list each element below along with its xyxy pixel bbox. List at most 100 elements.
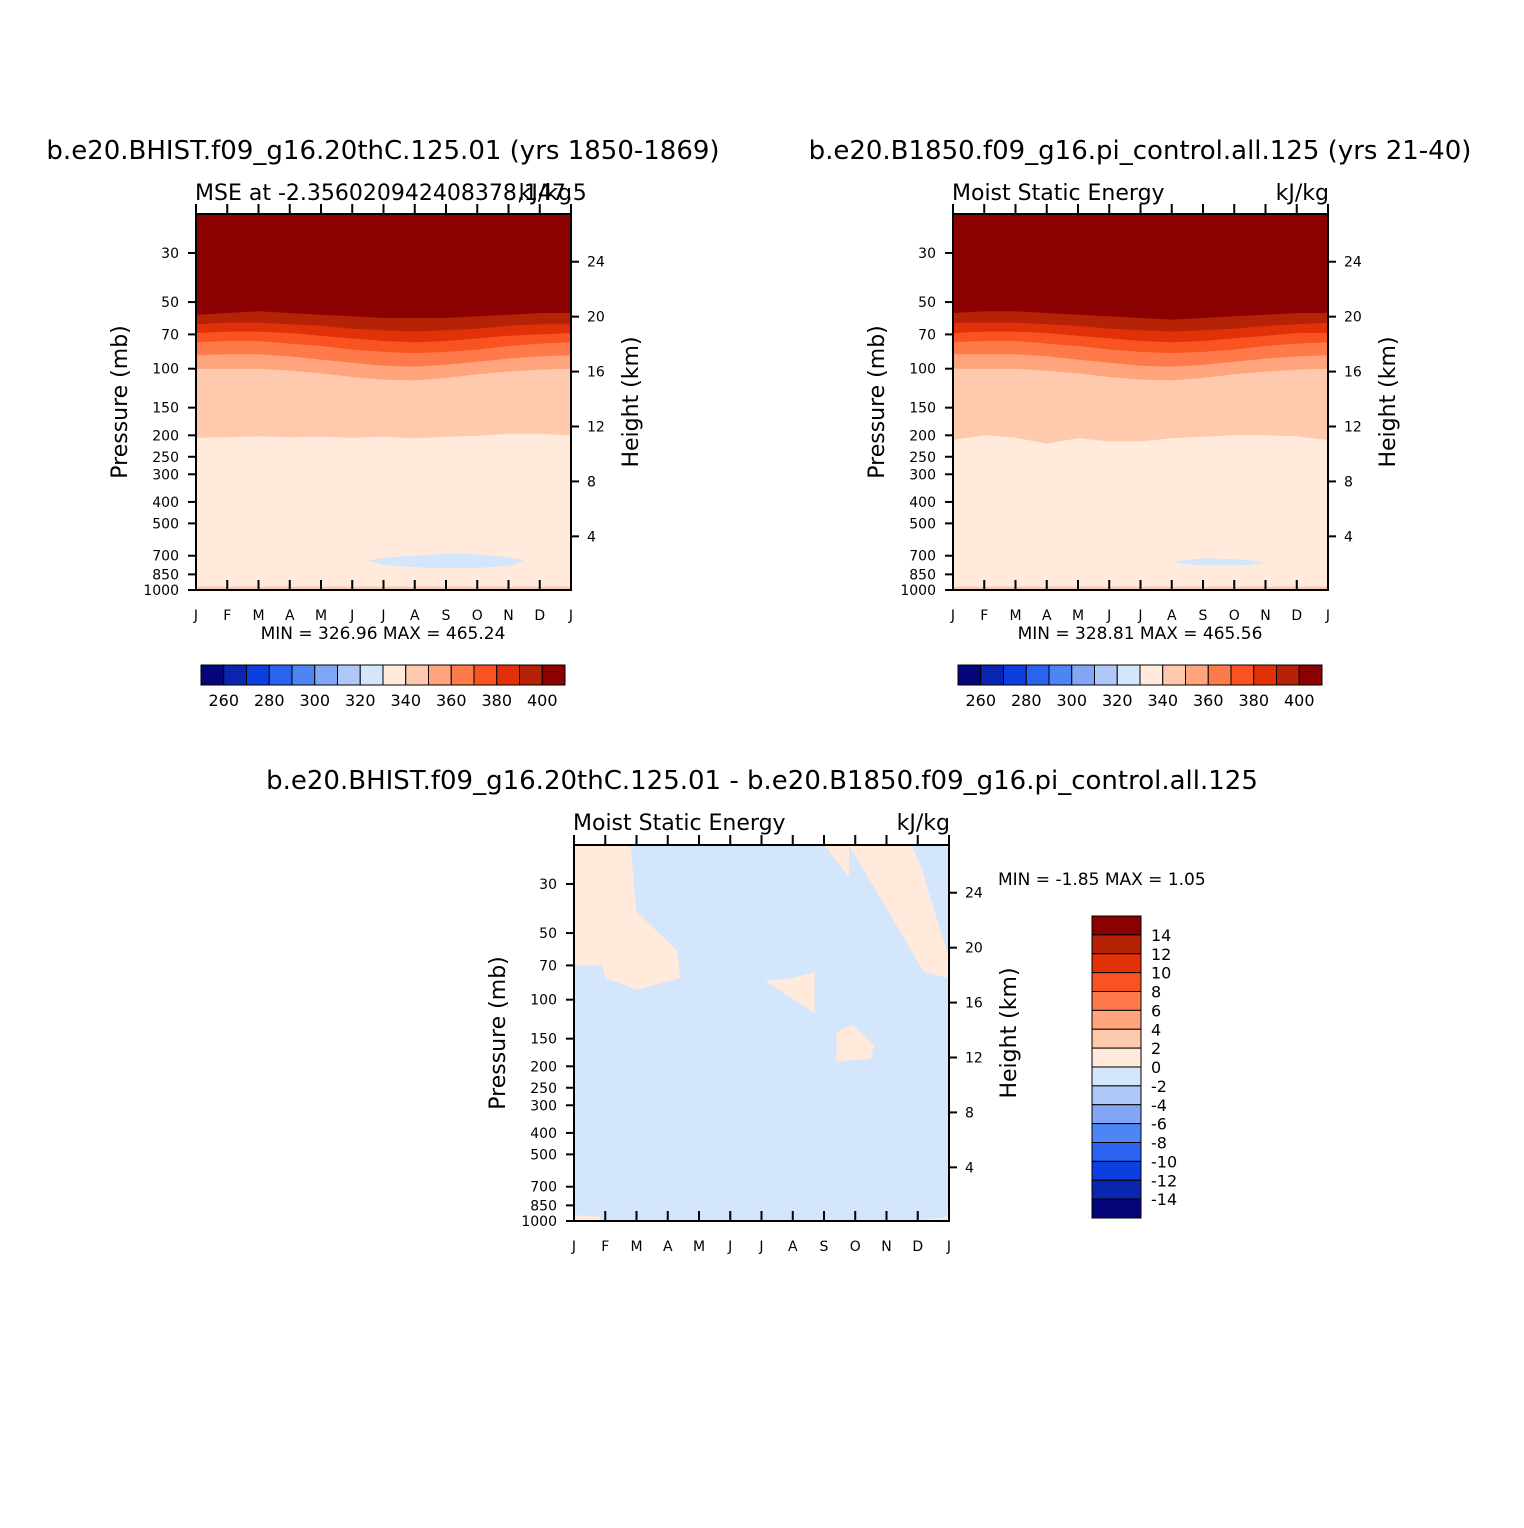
colorbar-swatch bbox=[291, 664, 316, 686]
x-tick-label: J bbox=[1137, 608, 1142, 624]
height-tick-label: 20 bbox=[965, 941, 983, 957]
y-axis-height: 4 8 12 16 20 24 bbox=[571, 255, 605, 545]
height-tick-label: 12 bbox=[1344, 419, 1362, 435]
height-tick-label: 20 bbox=[1344, 310, 1362, 326]
panel-title: b.e20.B1850.f09_g16.pi_control.all.125 (… bbox=[809, 136, 1472, 166]
x-tick-label: A bbox=[1042, 608, 1052, 624]
x-tick-label: D bbox=[1291, 608, 1302, 624]
x-tick-label: F bbox=[223, 608, 231, 624]
x-tick-label: F bbox=[980, 608, 988, 624]
y-tick-label: 400 bbox=[909, 495, 936, 511]
panel-title: b.e20.BHIST.f09_g16.20thC.125.01 (yrs 18… bbox=[46, 136, 719, 166]
colorbar-label: 280 bbox=[1011, 691, 1042, 710]
y-axis-height: 4 8 12 16 20 24 bbox=[949, 886, 983, 1176]
colorbar-label: 320 bbox=[1102, 691, 1133, 710]
colorbar-label: 2 bbox=[1151, 1039, 1161, 1058]
panel-subtitle-left: Moist Static Energy bbox=[573, 811, 786, 836]
x-tick-label: A bbox=[410, 608, 420, 624]
x-tick-label: F bbox=[601, 1239, 609, 1255]
contour-region-0-2 bbox=[574, 1215, 603, 1221]
x-tick-label: N bbox=[1260, 608, 1270, 624]
x-tick-label: M bbox=[252, 608, 264, 624]
colorbar-swatch bbox=[1207, 664, 1232, 686]
contour-band-above-400 bbox=[953, 214, 1328, 320]
x-tick-label: N bbox=[503, 608, 513, 624]
x-tick-label: O bbox=[472, 608, 483, 624]
colorbar-label: 320 bbox=[345, 691, 376, 710]
x-tick-label: N bbox=[881, 1239, 891, 1255]
colorbar-label: 6 bbox=[1151, 1001, 1161, 1020]
colorbar-swatch bbox=[200, 664, 225, 686]
colorbar-swatch bbox=[1091, 934, 1142, 955]
y-tick-label: 150 bbox=[909, 401, 936, 417]
height-tick-label: 20 bbox=[587, 310, 605, 326]
colorbar-label: -6 bbox=[1151, 1115, 1167, 1134]
colorbar-swatch bbox=[1298, 664, 1323, 686]
height-tick-label: 12 bbox=[587, 419, 605, 435]
colorbar-swatch bbox=[1091, 953, 1142, 974]
height-tick-label: 4 bbox=[965, 1160, 974, 1176]
x-tick-label: J bbox=[571, 1239, 576, 1255]
colorbar-swatch bbox=[957, 664, 982, 686]
colorbar-swatch bbox=[428, 664, 452, 686]
colorbar-swatch bbox=[1185, 664, 1209, 686]
colorbar-swatch bbox=[1071, 664, 1095, 686]
y-tick-label: 30 bbox=[918, 246, 936, 262]
panel-subtitle-left: MSE at -2.356020942408378,147.5 bbox=[195, 181, 587, 206]
colorbar-swatch bbox=[1091, 1009, 1142, 1030]
y-tick-label: 1000 bbox=[900, 583, 936, 599]
colorbar-swatch bbox=[1091, 1198, 1142, 1219]
contour-region-below-330 bbox=[367, 553, 525, 568]
panel-subtitle-right: kJ/kg bbox=[519, 181, 572, 206]
panel-difference: b.e20.BHIST.f09_g16.20thC.125.01 - b.e20… bbox=[266, 766, 1258, 1255]
height-tick-label: 8 bbox=[587, 474, 596, 490]
colorbar-swatch bbox=[1230, 664, 1255, 686]
x-tick-label: J bbox=[1106, 608, 1111, 624]
height-tick-label: 16 bbox=[1344, 365, 1362, 381]
colorbar-swatch bbox=[268, 664, 293, 686]
colorbar-swatch bbox=[1048, 664, 1073, 686]
colorbar-swatch bbox=[1091, 1066, 1142, 1087]
height-tick-label: 16 bbox=[587, 365, 605, 381]
colorbar-swatch bbox=[1253, 664, 1277, 686]
colorbar-swatch bbox=[1091, 1104, 1142, 1125]
colorbar-label: 380 bbox=[481, 691, 512, 710]
panel-title: b.e20.BHIST.f09_g16.20thC.125.01 - b.e20… bbox=[266, 766, 1258, 796]
min-max-label: MIN = -1.85 MAX = 1.05 bbox=[998, 870, 1206, 890]
colorbar-swatch bbox=[1162, 664, 1186, 686]
contour-region-0-2 bbox=[824, 845, 849, 878]
height-tick-label: 16 bbox=[965, 996, 983, 1012]
y-axis-label-height: Height (km) bbox=[619, 336, 644, 467]
height-tick-label: 12 bbox=[965, 1050, 983, 1066]
y-tick-label: 70 bbox=[918, 327, 936, 343]
panel-historical: b.e20.BHIST.f09_g16.20thC.125.01 (yrs 18… bbox=[46, 136, 719, 710]
y-tick-label: 400 bbox=[152, 495, 179, 511]
colorbar-label: 380 bbox=[1238, 691, 1269, 710]
colorbar-swatch bbox=[1091, 1085, 1142, 1106]
x-tick-label: S bbox=[1199, 608, 1208, 624]
colorbar-label: 280 bbox=[254, 691, 285, 710]
min-max-label: MIN = 326.96 MAX = 465.24 bbox=[261, 624, 506, 644]
y-tick-label: 400 bbox=[530, 1126, 557, 1142]
height-tick-label: 4 bbox=[1344, 529, 1353, 545]
x-tick-label: J bbox=[758, 1239, 763, 1255]
colorbar-swatch bbox=[473, 664, 498, 686]
colorbar-label: 14 bbox=[1151, 926, 1171, 945]
colorbar-swatch bbox=[337, 664, 361, 686]
x-tick-label: D bbox=[912, 1239, 923, 1255]
y-tick-label: 1000 bbox=[521, 1214, 557, 1230]
colorbar-swatch bbox=[1091, 991, 1142, 1011]
height-tick-label: 4 bbox=[587, 529, 596, 545]
colorbar-swatch bbox=[1025, 664, 1050, 686]
y-axis-label-pressure: Pressure (mb) bbox=[108, 325, 133, 479]
y-tick-label: 500 bbox=[530, 1147, 557, 1163]
colorbar-label: 300 bbox=[1056, 691, 1087, 710]
contour-region-0-2 bbox=[836, 1024, 874, 1062]
y-tick-label: 50 bbox=[539, 926, 557, 942]
